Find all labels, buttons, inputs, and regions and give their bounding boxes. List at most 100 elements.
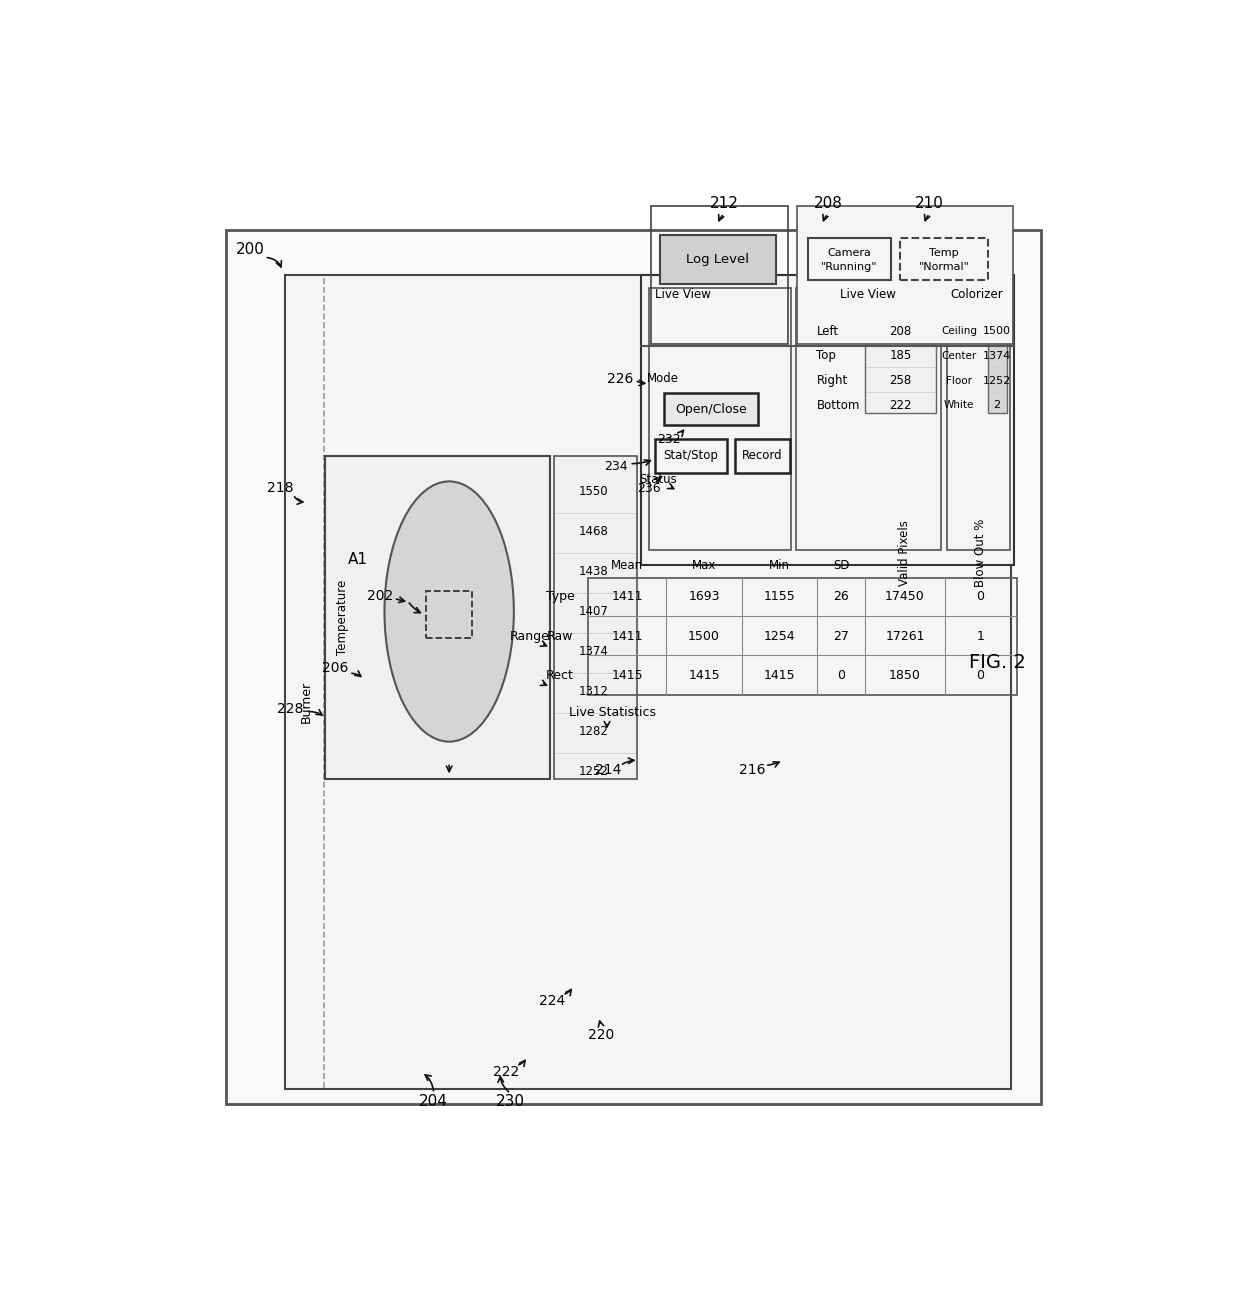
Text: 1850: 1850 — [889, 669, 921, 682]
Bar — [641, 275, 1013, 565]
Text: 1468: 1468 — [578, 525, 608, 538]
Text: Record: Record — [743, 449, 782, 462]
Bar — [427, 591, 472, 639]
Text: 214: 214 — [595, 763, 621, 777]
Text: 1415: 1415 — [611, 669, 642, 682]
Text: 200: 200 — [236, 243, 265, 257]
Text: Floor: Floor — [946, 376, 972, 386]
Text: Valid Pixels: Valid Pixels — [899, 520, 911, 586]
Text: Camera: Camera — [827, 248, 872, 258]
Text: 185: 185 — [889, 350, 911, 363]
Ellipse shape — [384, 482, 513, 741]
Text: 234: 234 — [604, 460, 627, 473]
Text: Raw: Raw — [547, 630, 573, 643]
Text: Stat/Stop: Stat/Stop — [663, 449, 718, 462]
Text: 226: 226 — [606, 372, 634, 386]
Text: 210: 210 — [915, 196, 944, 210]
Text: Live Statistics: Live Statistics — [569, 706, 656, 719]
Bar — [796, 288, 941, 550]
Text: 228: 228 — [278, 701, 304, 715]
Text: Open/Close: Open/Close — [675, 403, 746, 416]
Text: 224: 224 — [539, 994, 565, 1008]
Text: Colorizer: Colorizer — [950, 288, 1003, 301]
Text: 1550: 1550 — [578, 485, 608, 498]
Bar — [660, 235, 776, 284]
Text: 236: 236 — [637, 482, 661, 494]
Text: 17450: 17450 — [885, 590, 925, 603]
Text: 204: 204 — [419, 1093, 448, 1109]
Bar — [988, 327, 1007, 413]
Bar — [226, 230, 1040, 1104]
Text: Live View: Live View — [655, 288, 712, 301]
Text: Live View: Live View — [841, 288, 897, 301]
Text: Min: Min — [769, 559, 790, 572]
Bar — [663, 392, 758, 425]
Text: A1: A1 — [348, 551, 368, 567]
Text: 1415: 1415 — [688, 669, 720, 682]
Text: 1693: 1693 — [688, 590, 719, 603]
Text: 232: 232 — [657, 432, 681, 445]
Text: 1254: 1254 — [764, 630, 795, 643]
Bar — [866, 327, 936, 413]
Text: 208: 208 — [813, 196, 842, 210]
Bar — [808, 238, 892, 280]
Text: 1500: 1500 — [688, 630, 720, 643]
Text: Temperature: Temperature — [336, 580, 350, 656]
Text: Type: Type — [546, 590, 574, 603]
Bar — [329, 541, 388, 577]
Text: 0: 0 — [976, 590, 985, 603]
Text: Status: Status — [640, 473, 677, 485]
Text: 1282: 1282 — [578, 726, 608, 738]
Text: 218: 218 — [267, 482, 293, 496]
Text: Top: Top — [816, 350, 836, 363]
Text: SD: SD — [833, 559, 849, 572]
Text: 1438: 1438 — [578, 565, 608, 578]
Text: 1500: 1500 — [982, 327, 1011, 336]
Text: 258: 258 — [889, 374, 911, 387]
Text: Blow Out %: Blow Out % — [973, 519, 987, 587]
Text: Burner: Burner — [299, 682, 312, 723]
Text: 220: 220 — [588, 1028, 614, 1042]
Text: Log Level: Log Level — [687, 253, 749, 266]
Bar — [900, 238, 988, 280]
Text: 1155: 1155 — [764, 590, 795, 603]
Text: Right: Right — [816, 374, 848, 387]
Text: 208: 208 — [889, 325, 911, 338]
Text: 222: 222 — [494, 1065, 520, 1079]
Bar — [554, 456, 637, 780]
Text: 206: 206 — [322, 661, 348, 675]
Bar — [651, 205, 787, 345]
Text: Center: Center — [941, 351, 977, 361]
Text: 222: 222 — [889, 399, 911, 412]
Text: 27: 27 — [833, 630, 849, 643]
Text: FIG. 2: FIG. 2 — [968, 653, 1025, 671]
Bar — [285, 275, 1012, 1088]
Bar — [797, 205, 1013, 345]
Bar — [735, 439, 790, 473]
Text: 1252: 1252 — [982, 376, 1011, 386]
Text: 212: 212 — [709, 196, 739, 210]
Text: 1411: 1411 — [611, 630, 642, 643]
Text: 1252: 1252 — [578, 766, 608, 778]
Text: 1374: 1374 — [982, 351, 1011, 361]
Text: "Running": "Running" — [821, 262, 878, 271]
Text: Rect: Rect — [546, 669, 574, 682]
Text: "Normal": "Normal" — [919, 262, 970, 271]
Text: Ceiling: Ceiling — [941, 327, 977, 336]
Bar — [946, 288, 1009, 550]
Text: Bottom: Bottom — [816, 399, 859, 412]
Bar — [649, 288, 791, 550]
Text: Range: Range — [510, 630, 551, 643]
Text: Max: Max — [692, 559, 717, 572]
Bar — [655, 439, 727, 473]
Text: 202: 202 — [367, 589, 393, 603]
Text: 17261: 17261 — [885, 630, 925, 643]
Text: 0: 0 — [837, 669, 846, 682]
Bar — [588, 577, 1017, 695]
Text: 1411: 1411 — [611, 590, 642, 603]
Text: 0: 0 — [976, 669, 985, 682]
Text: 2: 2 — [993, 400, 1001, 411]
Text: Mean: Mean — [611, 559, 644, 572]
Text: 1407: 1407 — [578, 605, 608, 618]
Text: 1: 1 — [977, 630, 985, 643]
